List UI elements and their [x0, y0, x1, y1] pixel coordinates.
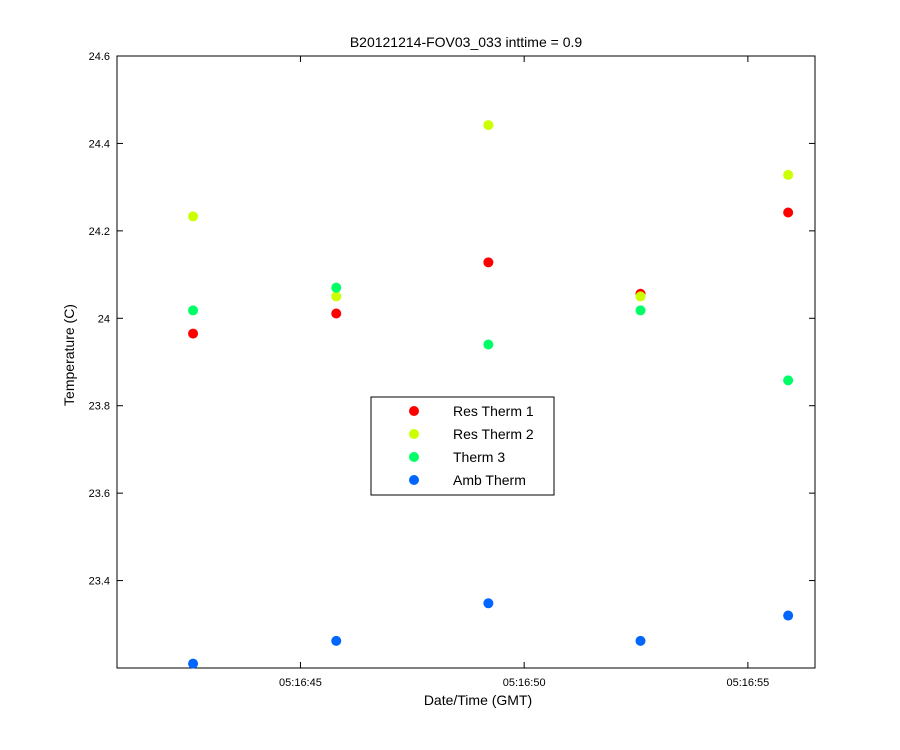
- y-tick-label: 23.6: [89, 488, 110, 500]
- y-tick-label: 23.4: [89, 576, 110, 588]
- data-point-therm-3: [635, 305, 646, 316]
- data-point-therm-3: [783, 375, 794, 386]
- data-point-res-therm-2: [188, 211, 199, 222]
- legend-marker: [409, 429, 419, 439]
- legend-label: Res Therm 1: [453, 403, 534, 419]
- y-axis-label: Temperature (C): [61, 304, 77, 406]
- legend: Res Therm 1 Res Therm 2 Therm 3 Amb Therm: [370, 396, 555, 496]
- data-point-amb-therm: [331, 635, 342, 646]
- y-tick-label: 24.4: [89, 138, 110, 150]
- data-point-therm-3: [188, 305, 199, 316]
- data-point-res-therm-2: [483, 120, 494, 131]
- data-points: [188, 120, 794, 669]
- legend-label: Therm 3: [453, 449, 505, 465]
- data-point-res-therm-1: [188, 328, 199, 339]
- data-point-amb-therm: [483, 598, 494, 609]
- data-point-res-therm-1: [483, 257, 494, 268]
- y-tick-label: 23.8: [89, 401, 110, 413]
- legend-marker: [409, 406, 419, 416]
- legend-box: [370, 396, 555, 496]
- plot-area: [116, 55, 816, 669]
- legend-marker: [409, 452, 419, 462]
- legend-label: Amb Therm: [453, 472, 526, 488]
- chart-title: B20121214-FOV03_033 inttime = 0.9: [350, 34, 583, 50]
- data-point-res-therm-2: [635, 291, 646, 302]
- legend-marker: [409, 475, 419, 485]
- data-point-res-therm-2: [783, 169, 794, 180]
- y-tick-label: 24.2: [89, 226, 110, 238]
- data-point-therm-3: [331, 282, 342, 293]
- x-tick-label: 05:16:55: [726, 677, 769, 689]
- y-tick-label: 24.6: [89, 51, 110, 63]
- x-axis-ticks: 05:16:45 05:16:50 05:16:55: [279, 56, 769, 689]
- y-tick-label: 24: [98, 313, 110, 325]
- data-point-res-therm-1: [783, 207, 794, 218]
- data-point-res-therm-1: [331, 308, 342, 319]
- x-tick-label: 05:16:50: [503, 677, 546, 689]
- x-axis-label: Date/Time (GMT): [424, 692, 532, 708]
- x-tick-label: 05:16:45: [279, 677, 322, 689]
- data-point-amb-therm: [635, 635, 646, 646]
- data-point-res-therm-2: [331, 291, 342, 302]
- data-point-therm-3: [483, 339, 494, 350]
- data-point-amb-therm: [188, 658, 199, 669]
- legend-label: Res Therm 2: [453, 426, 534, 442]
- y-axis-ticks: 23.4 23.6 23.8 24 24.2 24.4 24.6: [89, 51, 815, 588]
- data-point-amb-therm: [783, 610, 794, 621]
